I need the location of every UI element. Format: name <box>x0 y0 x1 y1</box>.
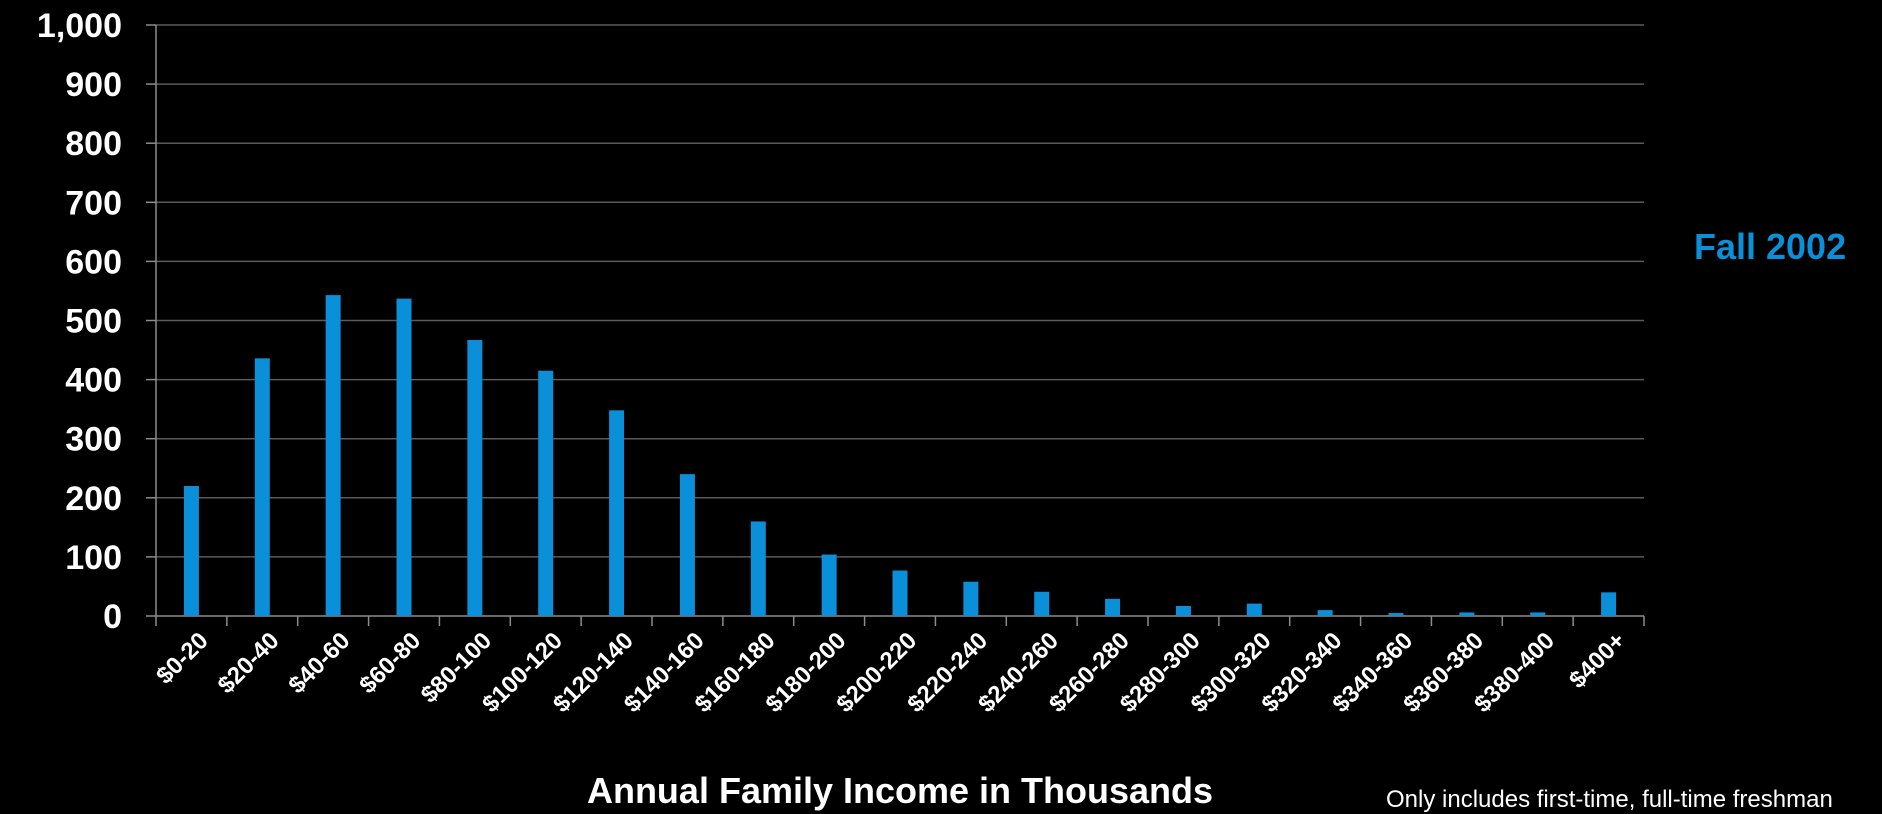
bar <box>538 370 554 616</box>
bar <box>1388 613 1404 616</box>
gridlines <box>156 24 1644 558</box>
bar <box>1175 605 1191 616</box>
y-tick-label: 1,000 <box>37 7 122 45</box>
bar <box>254 358 270 616</box>
bar <box>963 581 979 616</box>
bar <box>1530 612 1546 616</box>
y-tick-labels: 0 100 200 300 400 500 600 700 800 900 1,000 <box>37 7 122 636</box>
y-tick-label: 700 <box>65 184 122 222</box>
bars <box>183 295 1617 616</box>
bar <box>1459 612 1475 616</box>
x-tick-label: $400+ <box>1564 627 1631 694</box>
bar <box>679 474 695 616</box>
bar <box>325 295 341 616</box>
x-tick-labels: $0-20$20-40$40-60$60-80$80-100$100-120$1… <box>151 627 1631 718</box>
bar <box>609 410 625 616</box>
y-tick-label: 200 <box>65 480 122 518</box>
y-tick-label: 300 <box>65 421 122 459</box>
bar <box>396 298 412 616</box>
bar <box>1317 610 1333 616</box>
x-tick-label: $60-80 <box>354 627 426 699</box>
y-tick-label: 100 <box>65 539 122 577</box>
y-tick-label: 500 <box>65 303 122 341</box>
bar <box>1246 603 1262 616</box>
bar <box>467 340 483 616</box>
x-tick-label: $40-60 <box>283 627 355 699</box>
y-tick-label: 400 <box>65 362 122 400</box>
bar <box>1034 591 1050 616</box>
bar <box>183 485 199 616</box>
bar <box>1105 598 1121 616</box>
axes <box>146 24 1645 626</box>
bar <box>821 554 837 616</box>
bar <box>1601 592 1617 616</box>
x-axis-label: Annual Family Income in Thousands <box>586 770 1214 811</box>
y-tick-label: 900 <box>65 66 122 104</box>
y-tick-label: 0 <box>103 598 122 636</box>
footnote: Only includes first-time, full-time fres… <box>1386 786 1833 813</box>
series-label: Fall 2002 <box>1694 226 1847 267</box>
bar <box>750 521 766 616</box>
x-tick-label: $0-20 <box>151 627 214 690</box>
y-tick-label: 800 <box>65 125 122 163</box>
x-tick-label: $20-40 <box>213 627 285 699</box>
bar <box>892 570 908 616</box>
y-tick-label: 600 <box>65 243 122 281</box>
